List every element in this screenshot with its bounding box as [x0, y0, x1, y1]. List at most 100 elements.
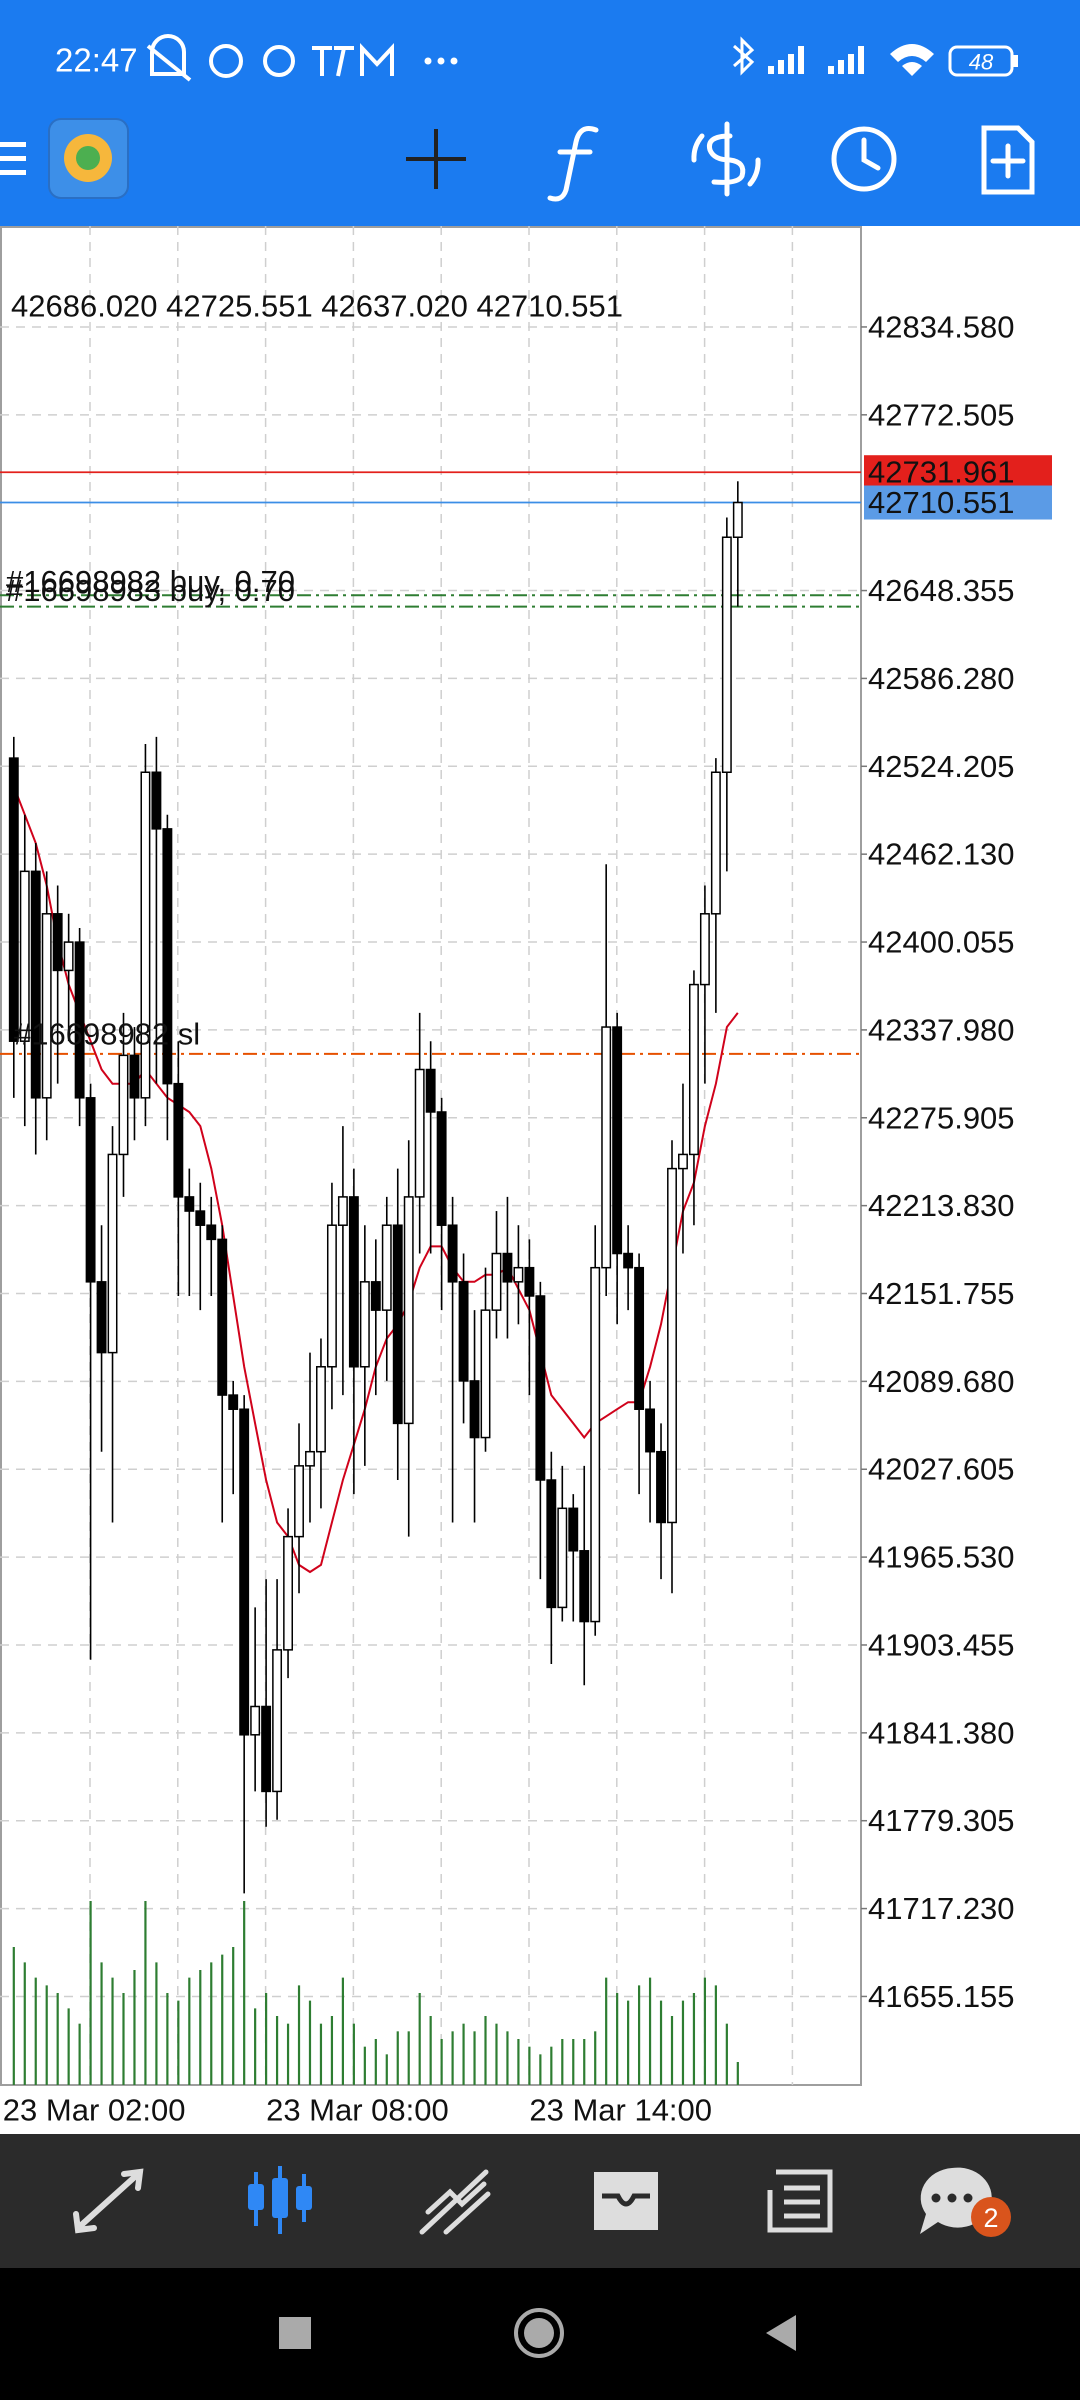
y-tick-label: 42586.280 [868, 661, 1015, 696]
candle-body [469, 1380, 480, 1439]
candle-body [513, 1266, 524, 1283]
news-tab[interactable] [767, 2169, 833, 2233]
candle-body [217, 1238, 228, 1396]
alarm-icon [263, 45, 295, 77]
y-tick-label: 42400.055 [868, 925, 1015, 960]
x-tick-label: 23 Mar 08:00 [266, 2093, 449, 2128]
candle-body [239, 1408, 250, 1736]
candle-body [370, 1281, 381, 1311]
candle-body [710, 771, 721, 915]
timeframe-button[interactable] [831, 126, 897, 192]
candle-body [425, 1068, 436, 1113]
candle-body [52, 913, 63, 972]
candle-body [557, 1507, 568, 1609]
bottom-nav [0, 2134, 1080, 2268]
back-button[interactable] [766, 2315, 796, 2351]
symbols-button[interactable] [691, 121, 761, 197]
candle-body [699, 913, 710, 986]
candle-body [337, 1196, 348, 1226]
y-tick-label: 41903.455 [868, 1627, 1015, 1662]
candle-body [41, 913, 52, 1099]
mail-icon [360, 42, 394, 76]
candle-body [601, 1026, 612, 1269]
candle-body [634, 1266, 645, 1410]
candle-body [721, 536, 732, 773]
candle-body [381, 1224, 392, 1311]
candle-body [359, 1281, 370, 1368]
stop-loss-label: #16698982 sl [14, 1016, 200, 1051]
candle-body [74, 941, 85, 1099]
candles [8, 481, 743, 1894]
menu-button[interactable] [0, 142, 26, 175]
more-dots [424, 57, 458, 65]
candle-body [8, 757, 19, 1042]
candle-body [96, 1281, 107, 1354]
history-tab[interactable] [594, 2172, 658, 2230]
candle-body [535, 1295, 546, 1481]
candle-body [447, 1224, 458, 1283]
bid-label: 42710.551 [868, 485, 1015, 520]
candle-body [645, 1408, 656, 1453]
candle-body [480, 1309, 491, 1439]
y-tick-label: 42275.905 [868, 1100, 1015, 1135]
candle-body [667, 1167, 677, 1524]
home-button[interactable] [514, 2308, 564, 2358]
candle-body [140, 771, 151, 1099]
battery-icon [948, 45, 1014, 77]
labels: 42834.580 42772.505 42648.355 42586.280 4252… [3, 309, 1052, 2128]
candle-body [118, 1054, 129, 1156]
candle-body [195, 1210, 206, 1226]
candle-body [502, 1252, 513, 1283]
wifi-icon [890, 44, 934, 76]
candle-body [129, 1054, 140, 1099]
candle-body [568, 1507, 579, 1552]
order-label: #16698982 buy, 0.70 [6, 564, 295, 599]
candle-body [30, 870, 41, 1099]
chat-tab[interactable]: 2 [920, 2167, 1011, 2237]
y-tick-label: 41717.230 [868, 1891, 1015, 1926]
new-order-button[interactable] [981, 125, 1035, 195]
y-tick-label: 42337.980 [868, 1012, 1015, 1047]
y-tick-label: 42462.130 [868, 837, 1015, 872]
x-tick-label: 23 Mar 14:00 [529, 2093, 712, 2128]
bid-label-bg [864, 485, 1052, 520]
candle-body [261, 1705, 272, 1793]
chat-badge [971, 2197, 1011, 2237]
ask-label-bg [864, 455, 1052, 490]
candle-body [403, 1196, 414, 1425]
clock: 22:47 [55, 42, 138, 79]
indicators-button[interactable] [547, 126, 599, 202]
candle-body [524, 1266, 535, 1297]
mute-icon [146, 34, 192, 82]
app-header [0, 0, 1080, 226]
y-tick-label: 41841.380 [868, 1715, 1015, 1750]
y-tick-label: 42027.605 [868, 1452, 1015, 1487]
candle-body [151, 771, 162, 830]
ask-label: 42731.961 [868, 455, 1015, 490]
quotes-tab[interactable] [73, 2168, 144, 2234]
battery-level: 48 [969, 50, 994, 75]
recents-button[interactable] [279, 2317, 311, 2349]
y-tick-label: 42524.205 [868, 749, 1015, 784]
candle-body [546, 1479, 557, 1609]
candle-body [316, 1366, 326, 1453]
candle-body [250, 1705, 261, 1736]
chart-tab[interactable] [248, 2166, 312, 2234]
candle-body [173, 1082, 184, 1198]
y-tick-label: 42772.505 [868, 397, 1015, 432]
candle-body [590, 1266, 601, 1623]
candle-body [228, 1394, 239, 1410]
app-logo-mark [76, 146, 100, 170]
candle-body [162, 828, 173, 1085]
y-tick-label: 41779.305 [868, 1803, 1015, 1838]
candle-body [305, 1450, 315, 1467]
candle-body [348, 1196, 359, 1368]
alarm-icon [209, 44, 243, 78]
candle-body [272, 1649, 283, 1793]
notification-icons [146, 34, 394, 82]
trade-tab[interactable] [419, 2169, 491, 2235]
candle-body [206, 1224, 217, 1241]
crosshair-button[interactable] [406, 129, 466, 189]
